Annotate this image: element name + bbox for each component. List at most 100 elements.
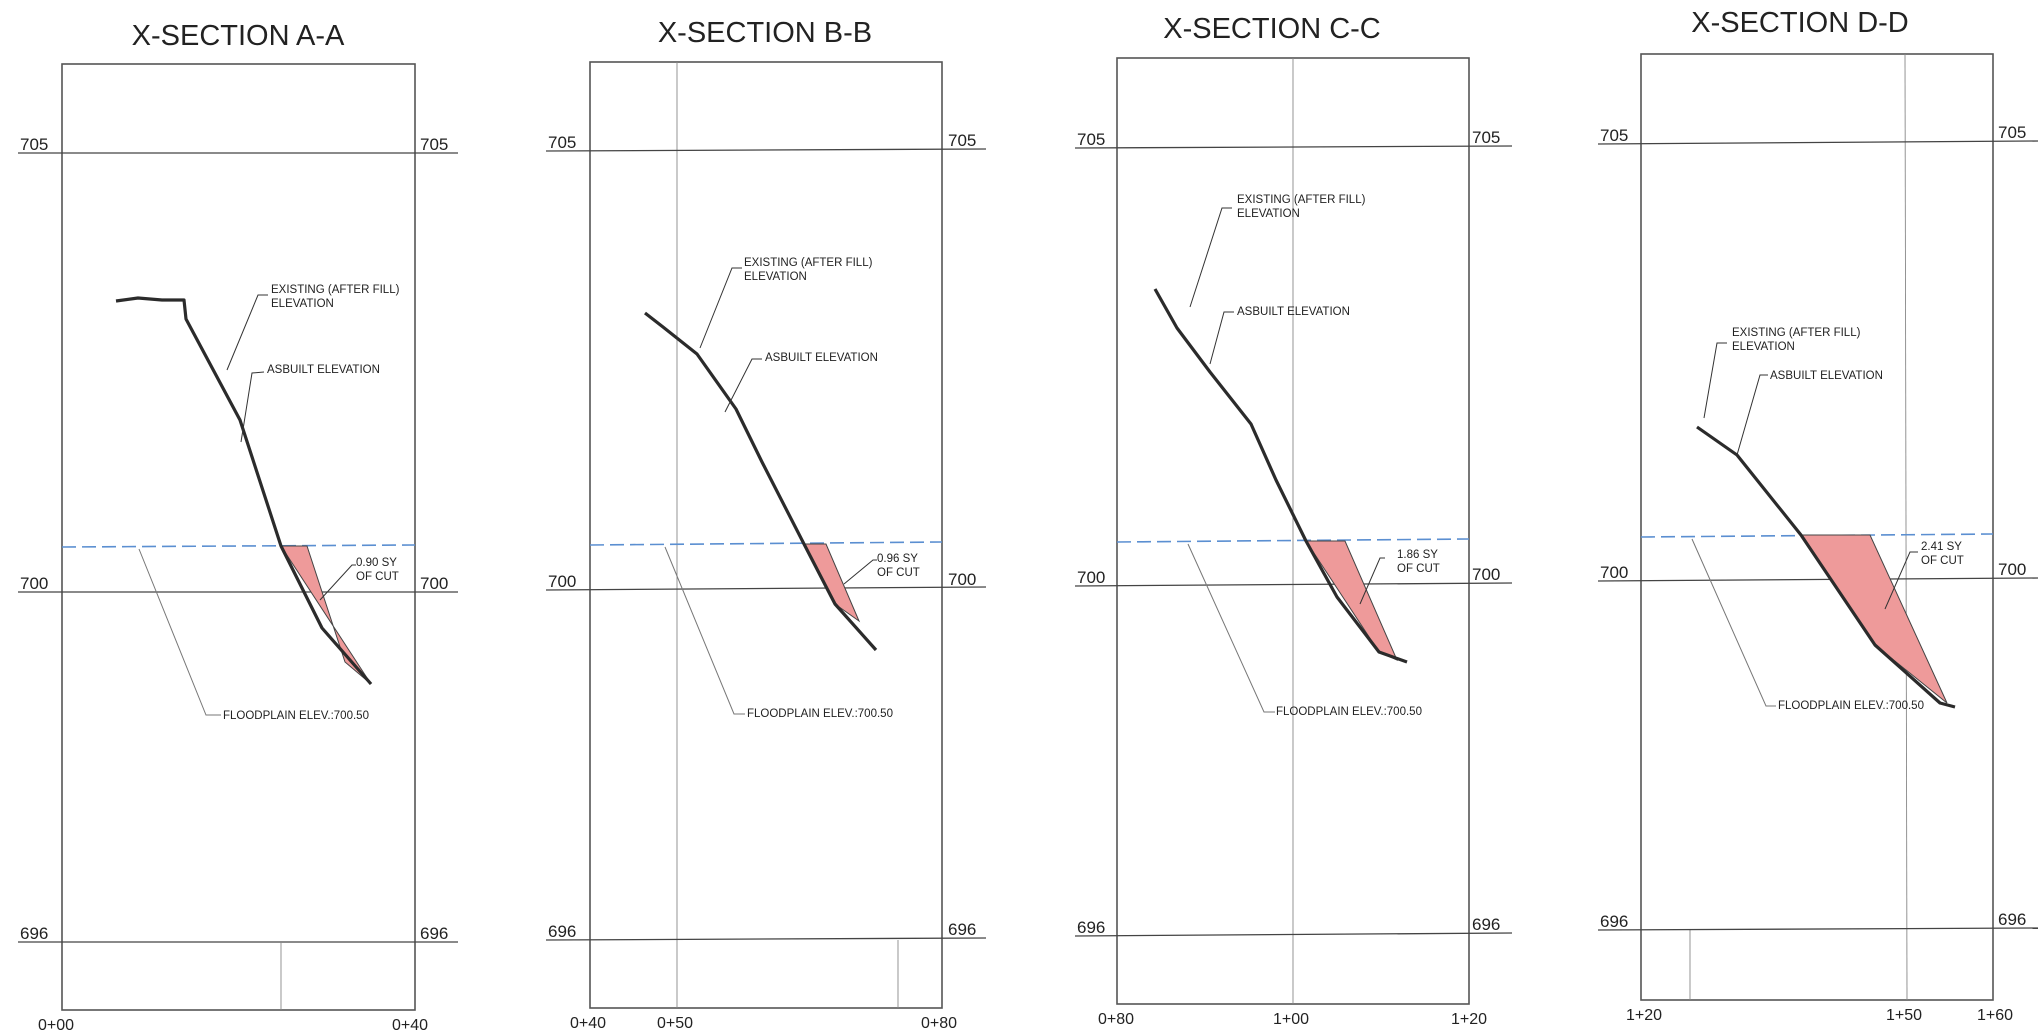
- elev-696-line: [1074, 932, 1513, 937]
- section-title: X-SECTION B-B: [658, 17, 872, 49]
- cut-label: OF CUT: [1921, 555, 1964, 567]
- elev-label-705-left: 705: [1077, 130, 1105, 149]
- elev-label-700-right: 700: [1472, 565, 1500, 584]
- asbuilt-label: ASBUILT ELEVATION: [1770, 370, 1883, 382]
- floodplain-line: [61, 544, 416, 548]
- cut-label: OF CUT: [1397, 563, 1440, 575]
- elev-label-696-right: 696: [948, 920, 976, 939]
- cut-leader: [1884, 551, 1918, 610]
- station-label: 0+80: [1098, 1011, 1134, 1028]
- elev-696-line: [1597, 927, 2039, 931]
- ground-profile: [1696, 425, 1956, 709]
- elev-label-700-right: 700: [948, 570, 976, 589]
- floodplain-label: FLOODPLAIN ELEV.:700.50: [223, 710, 369, 722]
- cut-label: 1.86 SY: [1397, 549, 1438, 561]
- elev-label-696-right: 696: [1472, 915, 1500, 934]
- section-b-b: X-SECTION B-B 705 705 700 700 696 696 0+…: [545, 17, 987, 1032]
- ground-profile: [1153, 288, 1408, 664]
- existing-label: ELEVATION: [744, 271, 807, 283]
- station-label: 1+60: [1977, 1007, 2013, 1024]
- existing-label: ELEVATION: [1237, 208, 1300, 220]
- asbuilt-leader: [724, 358, 762, 413]
- section-frame: [589, 61, 943, 1009]
- elev-label-700-left: 700: [1077, 568, 1105, 587]
- elev-label-696-right: 696: [1998, 910, 2026, 929]
- cut-area: [1305, 540, 1398, 661]
- existing-leader: [1703, 342, 1727, 419]
- section-frame: [61, 63, 416, 1011]
- asbuilt-leader: [1736, 374, 1768, 456]
- section-c-c: X-SECTION C-C 705 705 700 700 696 696 0+…: [1074, 13, 1513, 1028]
- elev-label-705-right: 705: [1472, 128, 1500, 147]
- existing-label: EXISTING (AFTER FILL): [1237, 194, 1366, 206]
- elev-700-line: [1597, 577, 2039, 582]
- cut-label: OF CUT: [356, 571, 399, 583]
- station-gridline: [1904, 53, 1908, 1001]
- station-label: 0+40: [570, 1015, 606, 1032]
- elev-label-705-left: 705: [20, 135, 48, 154]
- station-label: 0+80: [921, 1015, 957, 1032]
- existing-leader: [699, 267, 742, 349]
- station-label: 1+00: [1273, 1011, 1309, 1028]
- floodplain-leader: [1691, 538, 1776, 707]
- section-title: X-SECTION D-D: [1691, 7, 1909, 39]
- cut-leader: [843, 559, 877, 585]
- station-label: 0+00: [38, 1017, 74, 1034]
- station-label: 1+50: [1886, 1007, 1922, 1024]
- cut-label: 0.96 SY: [877, 553, 918, 565]
- elev-700-line: [545, 586, 987, 591]
- elev-705-line: [545, 148, 987, 152]
- existing-label: EXISTING (AFTER FILL): [744, 257, 873, 269]
- asbuilt-leader: [1209, 311, 1234, 365]
- section-title: X-SECTION C-C: [1163, 13, 1381, 45]
- cut-leader: [319, 564, 356, 601]
- elev-label-705-left: 705: [1600, 126, 1628, 145]
- asbuilt-label: ASBUILT ELEVATION: [1237, 306, 1350, 318]
- asbuilt-label: ASBUILT ELEVATION: [765, 352, 878, 364]
- existing-leader: [1189, 207, 1232, 308]
- floodplain-line: [589, 541, 943, 546]
- elev-705-line: [1074, 145, 1513, 149]
- elev-label-696-left: 696: [1600, 912, 1628, 931]
- floodplain-label: FLOODPLAIN ELEV.:700.50: [1276, 706, 1422, 718]
- elev-label-700-left: 700: [548, 572, 576, 591]
- asbuilt-label: ASBUILT ELEVATION: [267, 364, 380, 376]
- station-label: 0+40: [392, 1017, 428, 1034]
- floodplain-leader: [138, 548, 221, 716]
- ground-profile: [644, 311, 878, 652]
- elev-label-705-right: 705: [1998, 123, 2026, 142]
- floodplain-label: FLOODPLAIN ELEV.:700.50: [1778, 700, 1924, 712]
- existing-label: EXISTING (AFTER FILL): [271, 284, 400, 296]
- floodplain-line: [1640, 533, 1994, 538]
- section-a-a: X-SECTION A-A 705 705 700 700 696 696 0+…: [18, 20, 458, 1034]
- section-title: X-SECTION A-A: [132, 20, 345, 52]
- elev-label-700-left: 700: [1600, 563, 1628, 582]
- elev-700-line: [1074, 582, 1513, 587]
- floodplain-line: [1116, 538, 1470, 543]
- elev-label-705-right: 705: [420, 135, 448, 154]
- elev-696-line: [545, 937, 987, 941]
- elev-label-696-left: 696: [548, 922, 576, 941]
- asbuilt-leader: [240, 371, 265, 443]
- cut-label: 0.90 SY: [356, 557, 397, 569]
- existing-label: ELEVATION: [271, 298, 334, 310]
- elev-label-696-right: 696: [420, 924, 448, 943]
- cut-area: [280, 545, 372, 685]
- elev-label-700-left: 700: [20, 574, 48, 593]
- station-label: 1+20: [1626, 1007, 1662, 1024]
- station-label: 1+20: [1451, 1011, 1487, 1028]
- existing-label: EXISTING (AFTER FILL): [1732, 327, 1861, 339]
- elev-label-696-left: 696: [1077, 918, 1105, 937]
- elev-label-700-right: 700: [420, 574, 448, 593]
- elev-label-705-left: 705: [548, 133, 576, 152]
- floodplain-leader: [664, 546, 745, 715]
- floodplain-leader: [1187, 543, 1275, 713]
- elev-label-696-left: 696: [20, 924, 48, 943]
- floodplain-label: FLOODPLAIN ELEV.:700.50: [747, 708, 893, 720]
- existing-label: ELEVATION: [1732, 341, 1795, 353]
- existing-leader: [226, 294, 268, 371]
- cut-leader: [1359, 557, 1385, 605]
- cut-label: 2.41 SY: [1921, 541, 1962, 553]
- section-frame: [1640, 53, 1994, 1001]
